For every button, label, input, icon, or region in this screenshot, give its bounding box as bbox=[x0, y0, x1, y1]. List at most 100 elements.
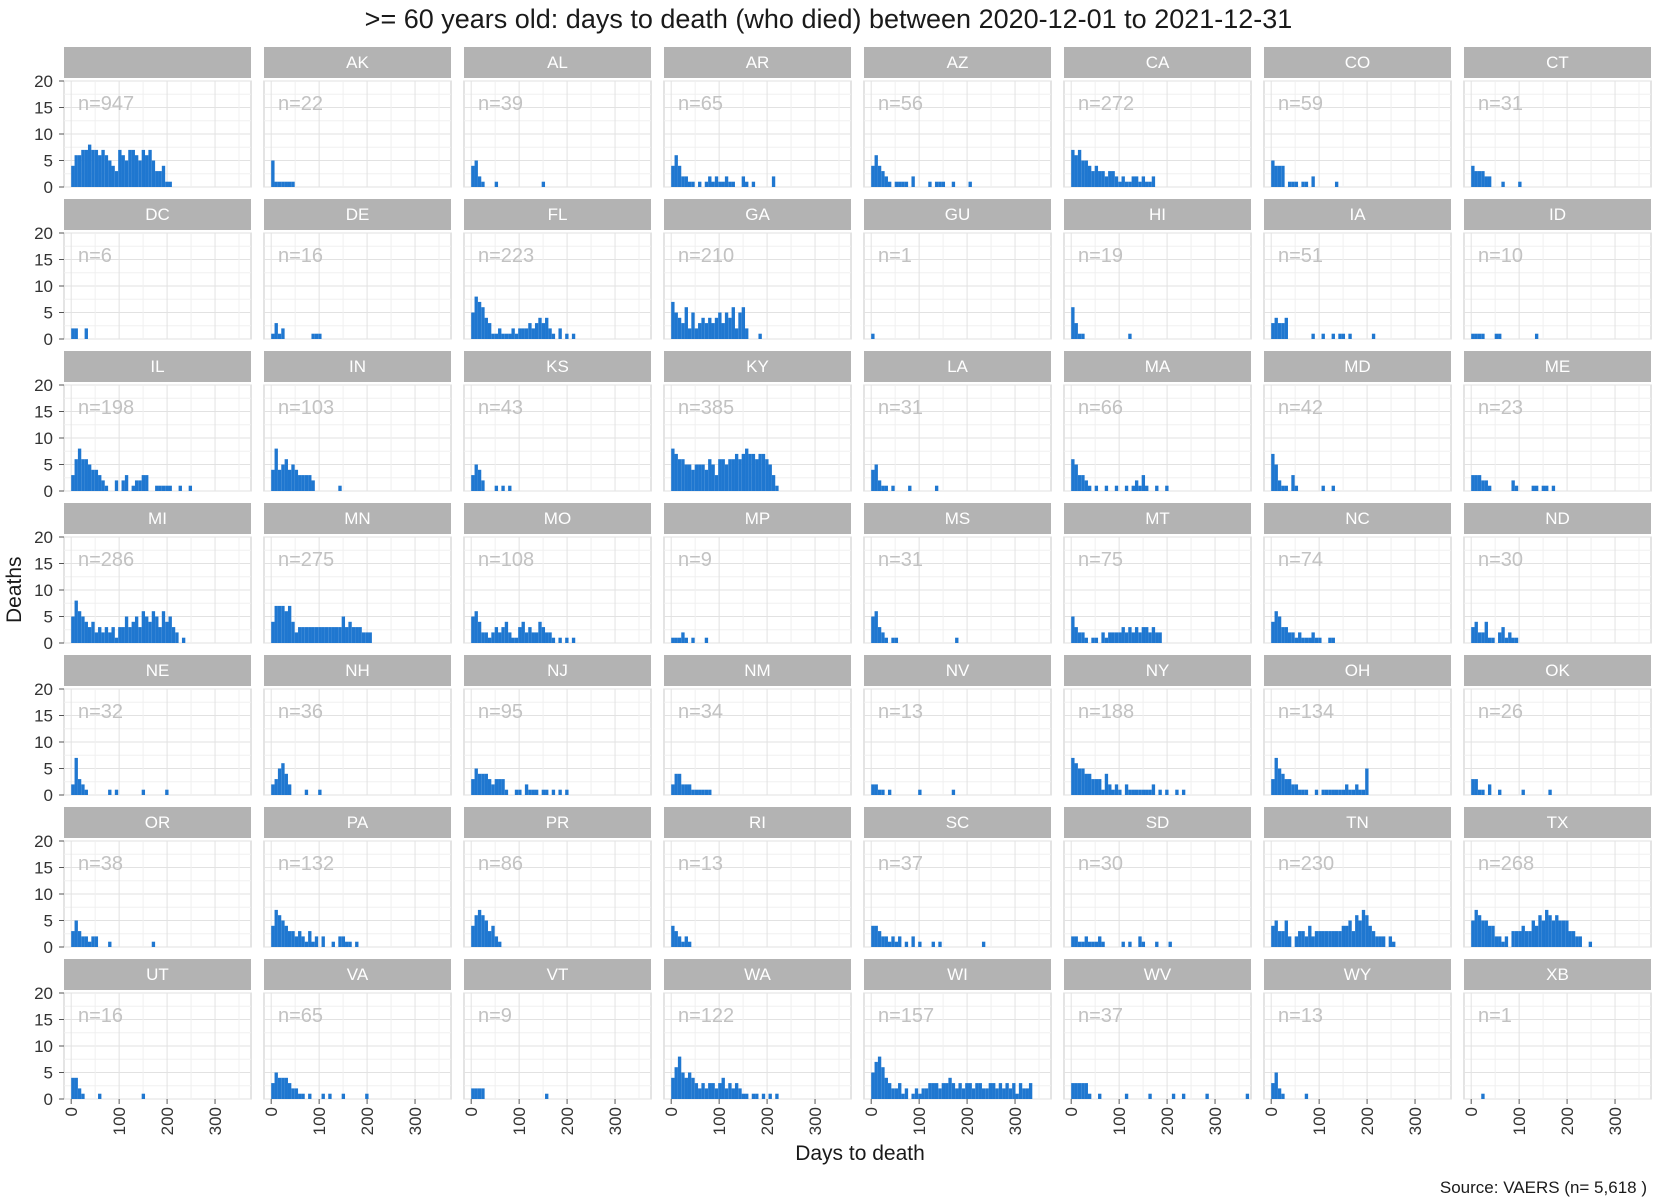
histogram-bar bbox=[1151, 627, 1156, 643]
histogram-bar bbox=[74, 1077, 78, 1099]
panel-strip bbox=[864, 503, 1051, 534]
histogram-bar bbox=[98, 475, 102, 491]
panel-strip bbox=[664, 959, 851, 990]
histogram-bar bbox=[968, 181, 972, 187]
panel-strip-label: WV bbox=[1144, 965, 1172, 984]
histogram-bar bbox=[534, 323, 539, 339]
panel-strip-label: TN bbox=[1346, 813, 1369, 832]
histogram-bar bbox=[1498, 632, 1502, 643]
histogram-bar bbox=[1474, 779, 1478, 795]
histogram-bar bbox=[171, 627, 176, 643]
panel-strip-label: MP bbox=[745, 509, 771, 528]
histogram-bar bbox=[1311, 936, 1315, 947]
panel-ri: RI n=13 bbox=[663, 807, 852, 948]
panel-al: AL n=39 bbox=[463, 47, 652, 188]
histogram-bar bbox=[1481, 171, 1485, 187]
histogram-bar bbox=[311, 627, 315, 643]
y-tick-label: 5 bbox=[44, 760, 53, 779]
histogram-bar bbox=[341, 936, 346, 947]
histogram-bar bbox=[1334, 789, 1339, 795]
histogram-bar bbox=[491, 784, 495, 795]
histogram-bar bbox=[674, 155, 678, 187]
panel-strip-label: PR bbox=[546, 813, 570, 832]
histogram-bar bbox=[91, 469, 95, 491]
histogram-bar bbox=[271, 1083, 275, 1099]
histogram-bar bbox=[1098, 1093, 1102, 1099]
histogram-bar bbox=[704, 181, 709, 187]
histogram-bar bbox=[511, 328, 515, 339]
histogram-bar bbox=[718, 1083, 722, 1099]
histogram-bar bbox=[1114, 485, 1119, 491]
histogram-bar bbox=[1271, 323, 1275, 339]
panel-count-label: n=9 bbox=[678, 549, 712, 571]
histogram-bar bbox=[1281, 323, 1285, 339]
histogram-bar bbox=[481, 773, 485, 795]
x-tick-label: 0 bbox=[662, 1107, 681, 1116]
panel-count-label: n=13 bbox=[678, 853, 723, 875]
histogram-bar bbox=[1484, 920, 1488, 947]
panel-strip bbox=[864, 807, 1051, 838]
x-tick-label: 100 bbox=[310, 1107, 329, 1135]
histogram-bar bbox=[1481, 480, 1485, 491]
x-tick-label: 0 bbox=[1062, 1107, 1081, 1116]
histogram-bar bbox=[691, 469, 695, 491]
histogram-bar bbox=[514, 333, 519, 339]
histogram-bar bbox=[175, 632, 179, 643]
histogram-bar bbox=[538, 621, 542, 643]
histogram-bar bbox=[975, 1083, 979, 1099]
panel-strip-label: LA bbox=[947, 357, 968, 376]
panel-count-label: n=16 bbox=[78, 1005, 123, 1027]
panel-strip-label: TX bbox=[1547, 813, 1569, 832]
panel-co: CO n=59 bbox=[1263, 47, 1452, 188]
panel-nj: NJ n=95 bbox=[463, 655, 652, 796]
histogram-bar bbox=[955, 1088, 959, 1099]
panel-strip-label: DE bbox=[346, 205, 370, 224]
histogram-bar bbox=[724, 1088, 729, 1099]
histogram-bar bbox=[998, 1083, 1003, 1099]
histogram-bar bbox=[1498, 333, 1502, 339]
panel-strip-label: NC bbox=[1345, 509, 1370, 528]
panel-strip bbox=[464, 959, 651, 990]
histogram-bar bbox=[474, 611, 478, 643]
histogram-bar bbox=[881, 789, 885, 795]
x-tick-label: 200 bbox=[558, 1107, 577, 1135]
histogram-bar bbox=[1274, 757, 1278, 795]
histogram-bar bbox=[1277, 165, 1282, 187]
histogram-bar bbox=[871, 616, 875, 643]
histogram-bar bbox=[1301, 931, 1305, 947]
histogram-bar bbox=[1304, 1093, 1309, 1099]
histogram-bar bbox=[484, 317, 488, 339]
histogram-bar bbox=[718, 312, 722, 339]
histogram-bar bbox=[1294, 181, 1299, 187]
histogram-bar bbox=[281, 181, 285, 187]
histogram-bar bbox=[1158, 632, 1162, 643]
histogram-bar bbox=[511, 637, 515, 643]
histogram-bar bbox=[708, 317, 712, 339]
histogram-bar bbox=[1534, 485, 1539, 491]
panel-oh: OH n=134 bbox=[1263, 655, 1452, 796]
histogram-bar bbox=[1071, 149, 1075, 187]
histogram-bar bbox=[155, 171, 159, 187]
panel-strip bbox=[664, 807, 851, 838]
histogram-bar bbox=[545, 632, 549, 643]
histogram-bar bbox=[477, 1088, 482, 1099]
histogram-bar bbox=[1338, 333, 1342, 339]
histogram-bar bbox=[101, 632, 105, 643]
histogram-bar bbox=[1084, 637, 1088, 643]
histogram-bar bbox=[1548, 789, 1552, 795]
histogram-bar bbox=[728, 459, 732, 491]
histogram-bar bbox=[887, 1083, 892, 1099]
panel-count-label: n=268 bbox=[1478, 853, 1534, 875]
histogram-bar bbox=[1477, 915, 1482, 947]
histogram-bar bbox=[761, 453, 766, 491]
panel-strip bbox=[1264, 959, 1451, 990]
histogram-bar bbox=[1084, 160, 1088, 187]
panel-count-label: n=947 bbox=[78, 93, 134, 115]
histogram-bar bbox=[477, 909, 482, 947]
histogram-bar bbox=[538, 317, 542, 339]
histogram-bar bbox=[1545, 485, 1549, 491]
histogram-bar bbox=[1108, 171, 1112, 187]
panel-strip bbox=[64, 47, 251, 78]
panel-count-label: n=13 bbox=[1278, 1005, 1323, 1027]
histogram-bar bbox=[87, 941, 92, 947]
